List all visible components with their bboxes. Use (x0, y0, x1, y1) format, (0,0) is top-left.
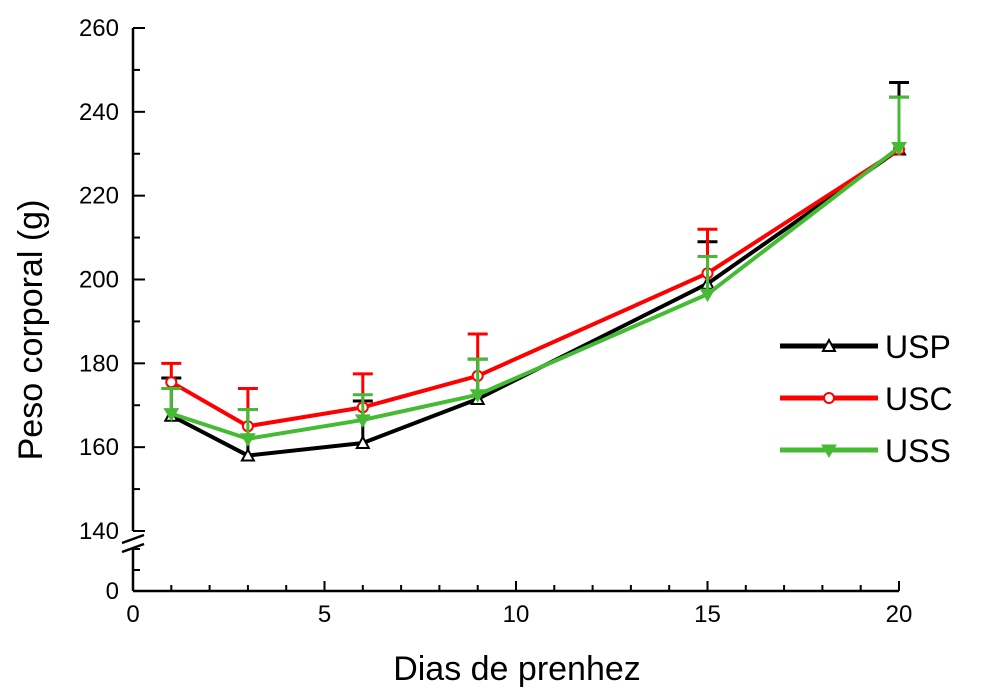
legend: USP USC USS (780, 329, 953, 469)
y-tick-label: 260 (79, 15, 119, 42)
legend-item-usc: USC (780, 381, 953, 417)
data-point (354, 414, 371, 428)
y-tick-label: 200 (79, 267, 119, 294)
legend-marker (823, 392, 835, 404)
legend-label: USC (885, 381, 953, 417)
legend-item-usp: USP (780, 329, 951, 365)
series-usc (161, 95, 909, 433)
data-point (165, 376, 178, 389)
y-tick-label: 160 (79, 434, 119, 461)
y-tick-label: 240 (79, 99, 119, 126)
series-line (170, 147, 901, 458)
series-uss (161, 95, 909, 447)
data-point (355, 434, 371, 449)
legend-item-uss: USS (780, 433, 951, 469)
data-point (469, 389, 486, 403)
series-usp (161, 80, 909, 462)
y-axis-title: Peso corporal (g) (12, 200, 50, 461)
x-tick-label: 5 (318, 601, 331, 628)
series-line (170, 147, 901, 429)
legend-marker (821, 444, 837, 458)
x-tick-label: 0 (126, 601, 139, 628)
y-tick-label: 220 (79, 183, 119, 210)
x-axis-title: Dias de prenhez (393, 650, 641, 688)
x-tick-label: 10 (503, 601, 530, 628)
y-tick-label: 0 (106, 578, 119, 605)
legend-label: USS (885, 433, 951, 469)
data-point (891, 141, 907, 156)
data-point (240, 433, 256, 447)
plot-area (161, 80, 909, 462)
legend-label: USP (885, 329, 951, 365)
x-tick-label: 20 (886, 601, 913, 628)
data-point (699, 288, 716, 303)
y-axis-break-mark (121, 533, 145, 545)
data-point (240, 447, 256, 462)
x-tick-label: 15 (694, 601, 721, 628)
y-tick-label: 140 (79, 518, 119, 545)
legend-marker (821, 337, 837, 352)
series-line (170, 145, 901, 441)
y-tick-label: 180 (79, 350, 119, 377)
data-point (163, 408, 180, 422)
